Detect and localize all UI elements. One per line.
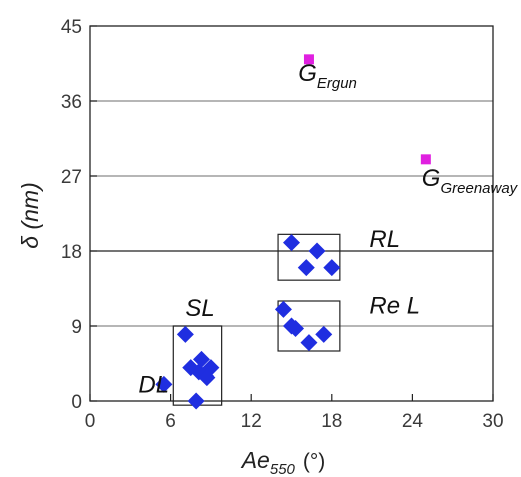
data-point-diamond <box>308 242 326 260</box>
data-point-diamond <box>300 334 318 352</box>
x-tick-label: 0 <box>85 411 96 432</box>
data-point-diamond <box>297 259 315 277</box>
y-tick-label: 27 <box>61 167 82 188</box>
data-point-diamond <box>283 234 300 252</box>
data-point-diamond <box>287 320 305 337</box>
y-tick-label: 9 <box>71 317 82 338</box>
data-point-diamond <box>176 325 194 343</box>
x-tick-label: 12 <box>241 411 262 432</box>
x-tick-label: 18 <box>321 411 342 432</box>
data-point-square <box>303 54 314 65</box>
data-point-diamond <box>187 392 205 410</box>
x-tick-label: 24 <box>402 411 424 432</box>
data-point-diamond <box>192 350 210 368</box>
data-point-diamond <box>155 375 173 393</box>
data-point-diamond <box>274 300 292 318</box>
x-axis-label: Ae550 (°) <box>240 447 326 477</box>
x-tick-label: 6 <box>165 411 176 432</box>
data-point-diamond <box>315 325 333 343</box>
annotation-label: GErgun <box>298 60 357 92</box>
x-tick-label: 30 <box>482 411 503 432</box>
y-tick-label: 36 <box>61 92 82 113</box>
y-axis-label: δ (nm) <box>17 182 43 248</box>
y-tick-label: 0 <box>71 392 82 413</box>
data-point-square <box>420 154 431 165</box>
plot-frame <box>89 25 494 402</box>
data-point-diamond <box>198 369 216 387</box>
annotation-label: GGreenaway <box>422 165 519 197</box>
data-point-diamond <box>323 259 341 277</box>
annotation-label: RL <box>369 226 400 253</box>
annotation-label: Re L <box>369 293 420 320</box>
annotation-label: SL <box>185 295 214 322</box>
annotation-label: DL <box>138 372 169 399</box>
cluster-box <box>277 233 341 281</box>
y-tick-label: 45 <box>61 17 82 38</box>
y-tick-label: 18 <box>61 242 82 263</box>
